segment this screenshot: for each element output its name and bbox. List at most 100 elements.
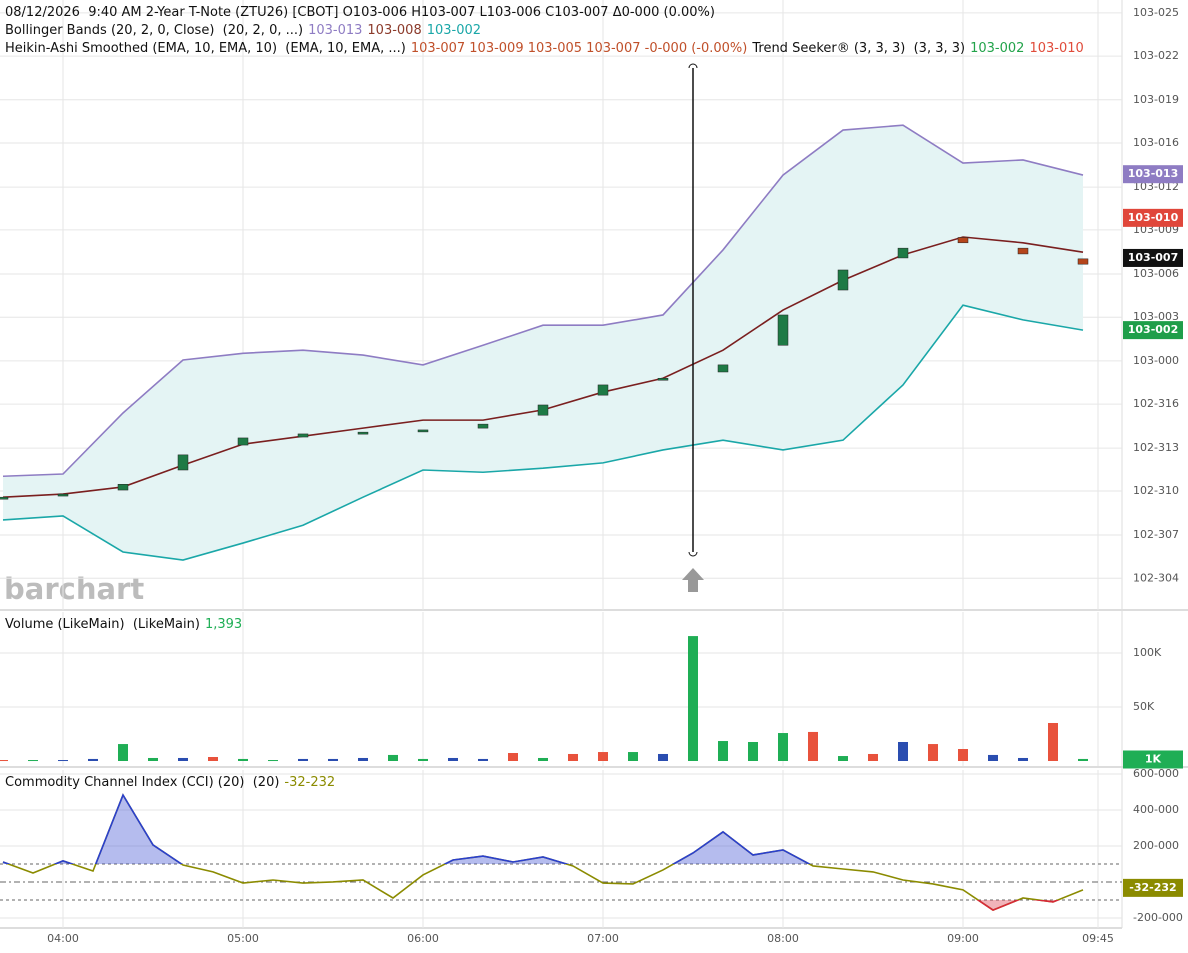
volume-bar	[178, 757, 188, 761]
candle	[417, 429, 429, 433]
x-tick-label: 09:45	[1082, 932, 1114, 945]
candle	[297, 433, 309, 438]
candle	[897, 247, 909, 259]
volume-bar	[958, 749, 968, 761]
last-value-badge	[1123, 248, 1183, 267]
volume-bar	[478, 758, 488, 761]
legend-text: 103-007 103-009 103-005 103-007 -0-000 (…	[411, 41, 748, 56]
volume-bar	[688, 636, 698, 761]
y-tick-label: 50K	[1133, 700, 1155, 713]
last-value-label: 103-013	[1128, 167, 1179, 180]
x-tick-label: 04:00	[47, 932, 79, 945]
last-value-badge	[1123, 208, 1183, 227]
candle	[117, 484, 129, 491]
candle	[1077, 258, 1089, 265]
legend-text: -32-232	[284, 775, 335, 790]
y-tick-label: 103-016	[1133, 136, 1179, 149]
band-fill	[3, 125, 1083, 561]
y-tick-label: 102-307	[1133, 528, 1179, 541]
volume-bar	[418, 758, 428, 761]
y-tick-label: 103-003	[1133, 310, 1179, 323]
candle	[597, 384, 609, 396]
last-value-label: 1K	[1145, 752, 1162, 765]
volume-bar	[778, 733, 788, 761]
volume-bar	[628, 752, 638, 761]
candle	[0, 496, 9, 500]
volume-bar	[898, 741, 908, 761]
volume-bar	[718, 741, 728, 761]
legend-text: 103-010	[1029, 41, 1083, 56]
volume-bar	[88, 758, 98, 761]
volume-bar	[748, 741, 758, 761]
x-tick-label: 09:00	[947, 932, 979, 945]
volume-bar	[838, 756, 848, 761]
x-tick-label: 08:00	[767, 932, 799, 945]
last-value-badge	[1123, 321, 1183, 340]
volume-bar	[268, 760, 278, 762]
volume-bar	[1078, 758, 1088, 761]
volume-bar	[208, 757, 218, 761]
y-tick-label: 103-006	[1133, 267, 1179, 280]
indicator-line	[2, 124, 1084, 478]
y-tick-label: 103-022	[1133, 49, 1179, 62]
last-value-badge	[1123, 750, 1183, 769]
candle	[537, 404, 549, 416]
last-value-label: -32-232	[1129, 881, 1176, 894]
candle	[357, 431, 369, 435]
y-tick-label: 102-313	[1133, 441, 1179, 454]
legend-text: Heikin-Ashi Smoothed (EMA, 10, EMA, 10) …	[5, 41, 406, 56]
volume-bar	[28, 760, 38, 762]
y-tick-label: 100K	[1133, 646, 1162, 659]
legend-text: Trend Seeker® (3, 3, 3) (3, 3, 3)	[751, 41, 965, 56]
legend-text: Bollinger Bands (20, 2, 0, Close) (20, 2…	[5, 23, 303, 38]
volume-bar	[598, 752, 608, 761]
legend-row: Heikin-Ashi Smoothed (EMA, 10, EMA, 10) …	[5, 41, 1084, 56]
legend-text: 103-002	[970, 41, 1024, 56]
candle	[177, 454, 189, 471]
volume-bar	[448, 757, 458, 761]
candle	[717, 364, 729, 373]
crosshair-cap	[688, 63, 698, 557]
legend-row: 08/12/2026 9:40 AM 2-Year T-Note (ZTU26)…	[5, 5, 715, 20]
y-tick-label: 103-025	[1133, 6, 1179, 19]
candle	[237, 437, 249, 446]
volume-bar	[868, 753, 878, 761]
volume-bar	[538, 757, 548, 761]
x-tick-label: 07:00	[587, 932, 619, 945]
candle	[957, 237, 969, 244]
volume-bar	[1018, 757, 1028, 761]
y-tick-label: 103-000	[1133, 354, 1179, 367]
marker-arrow	[682, 568, 704, 592]
legend-text: 08/12/2026 9:40 AM 2-Year T-Note (ZTU26)…	[5, 5, 715, 20]
volume-bar	[58, 760, 68, 762]
volume-bar	[988, 754, 998, 761]
y-tick-label: 102-316	[1133, 397, 1179, 410]
legend-text: Commodity Channel Index (CCI) (20) (20)	[5, 775, 279, 790]
candle	[1017, 247, 1029, 255]
volume-bar	[508, 753, 518, 761]
legend-text: 1,393	[205, 617, 242, 632]
legend-text: 103-013	[308, 23, 362, 38]
last-value-badge	[1123, 165, 1183, 184]
volume-bar	[658, 753, 668, 761]
y-tick-label: 102-310	[1133, 484, 1179, 497]
candle	[777, 314, 789, 346]
volume-bar	[238, 758, 248, 761]
last-value-label: 103-010	[1128, 211, 1179, 224]
candle	[477, 423, 489, 429]
cci-line-upper	[2, 793, 811, 864]
last-value-badge	[1123, 878, 1183, 897]
watermark: barchart	[4, 572, 144, 606]
y-tick-label: -200-000	[1133, 911, 1183, 924]
x-tick-label: 06:00	[407, 932, 439, 945]
legend-text: Volume (LikeMain) (LikeMain)	[5, 617, 200, 632]
legend-row: Volume (LikeMain) (LikeMain) 1,393	[5, 617, 242, 632]
last-value-label: 103-002	[1128, 323, 1179, 336]
volume-bar	[358, 757, 368, 761]
legend-row: Bollinger Bands (20, 2, 0, Close) (20, 2…	[5, 23, 481, 38]
volume-bar	[928, 744, 938, 761]
volume-bar	[298, 758, 308, 761]
last-value-label: 103-007	[1128, 251, 1179, 264]
